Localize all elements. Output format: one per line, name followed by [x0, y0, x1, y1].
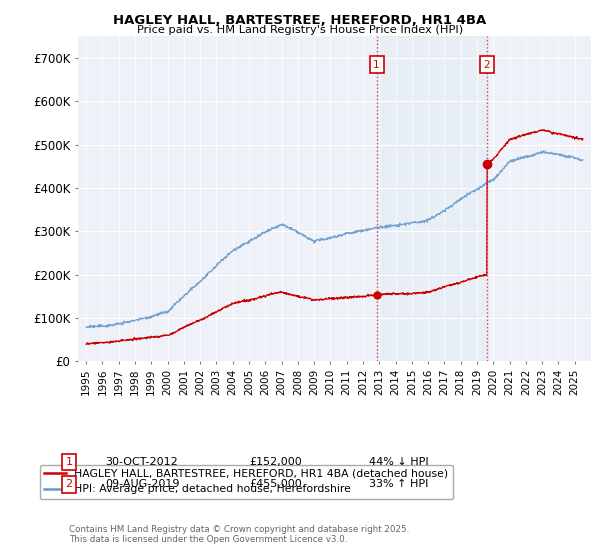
Text: 09-AUG-2019: 09-AUG-2019: [105, 479, 179, 489]
Bar: [377, 36, 487, 361]
Text: HAGLEY HALL, BARTESTREE, HEREFORD, HR1 4BA: HAGLEY HALL, BARTESTREE, HEREFORD, HR1 4…: [113, 14, 487, 27]
Text: £152,000: £152,000: [249, 457, 302, 467]
Text: 44% ↓ HPI: 44% ↓ HPI: [369, 457, 428, 467]
Text: 1: 1: [65, 457, 73, 467]
Text: Contains HM Land Registry data © Crown copyright and database right 2025.
This d: Contains HM Land Registry data © Crown c…: [69, 525, 409, 544]
Text: 1: 1: [373, 59, 380, 69]
Text: 2: 2: [484, 59, 490, 69]
Text: 33% ↑ HPI: 33% ↑ HPI: [369, 479, 428, 489]
Legend: HAGLEY HALL, BARTESTREE, HEREFORD, HR1 4BA (detached house), HPI: Average price,: HAGLEY HALL, BARTESTREE, HEREFORD, HR1 4…: [40, 465, 453, 499]
Text: Price paid vs. HM Land Registry's House Price Index (HPI): Price paid vs. HM Land Registry's House …: [137, 25, 463, 35]
Text: £455,000: £455,000: [249, 479, 302, 489]
Text: 2: 2: [65, 479, 73, 489]
Text: 30-OCT-2012: 30-OCT-2012: [105, 457, 178, 467]
